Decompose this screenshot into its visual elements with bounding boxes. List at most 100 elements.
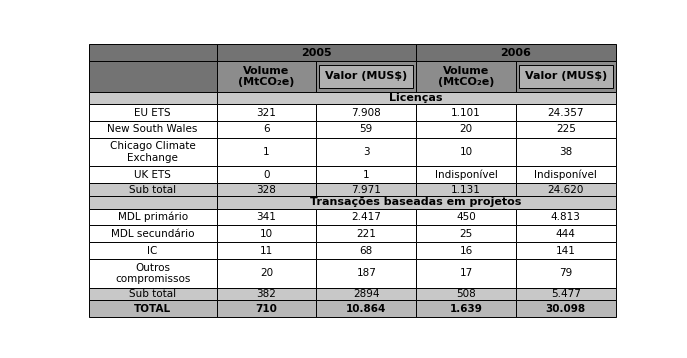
Bar — [317, 300, 416, 317]
Bar — [216, 121, 317, 138]
Bar — [89, 300, 216, 317]
Bar — [89, 44, 216, 61]
Bar — [317, 288, 416, 300]
Text: 450: 450 — [456, 212, 476, 222]
Bar — [317, 121, 416, 138]
Bar — [416, 121, 516, 138]
Bar — [216, 300, 317, 317]
Bar — [89, 196, 216, 209]
Text: 2006: 2006 — [500, 48, 531, 58]
Bar — [89, 259, 216, 288]
Text: 30.098: 30.098 — [545, 304, 586, 314]
Text: New South Wales: New South Wales — [107, 125, 198, 134]
Bar — [216, 183, 317, 196]
Bar — [317, 242, 416, 259]
Bar — [216, 288, 317, 300]
Text: Licenças: Licenças — [390, 93, 443, 103]
Bar — [516, 226, 616, 242]
Text: Volume
(MtCO₂e): Volume (MtCO₂e) — [438, 66, 494, 87]
Bar — [216, 259, 317, 288]
Text: 10: 10 — [460, 147, 473, 157]
Bar — [317, 183, 416, 196]
Bar — [89, 242, 216, 259]
Text: TOTAL: TOTAL — [134, 304, 171, 314]
Text: Outros
compromissos: Outros compromissos — [115, 263, 190, 284]
Text: Transações baseadas em projetos: Transações baseadas em projetos — [311, 197, 522, 207]
Text: 221: 221 — [357, 229, 376, 239]
Text: 3: 3 — [363, 147, 370, 157]
Text: 17: 17 — [460, 268, 473, 279]
Text: 382: 382 — [256, 289, 276, 299]
Bar — [416, 166, 516, 183]
Bar — [89, 209, 216, 226]
Bar — [516, 259, 616, 288]
Bar — [216, 92, 616, 104]
Bar — [216, 166, 317, 183]
Text: Valor (MUS$): Valor (MUS$) — [525, 71, 607, 81]
Bar — [89, 226, 216, 242]
Bar — [216, 138, 317, 166]
Text: 225: 225 — [556, 125, 576, 134]
Text: 24.357: 24.357 — [548, 107, 584, 117]
Bar — [89, 183, 216, 196]
Bar — [317, 61, 416, 92]
Bar — [317, 166, 416, 183]
Text: Indisponível: Indisponível — [534, 170, 597, 180]
Text: 5.477: 5.477 — [551, 289, 581, 299]
Bar — [519, 65, 613, 88]
Bar — [516, 61, 616, 92]
Bar — [516, 183, 616, 196]
Text: 710: 710 — [256, 304, 278, 314]
Text: 7.908: 7.908 — [351, 107, 381, 117]
Bar — [216, 104, 317, 121]
Bar — [89, 166, 216, 183]
Text: 141: 141 — [556, 246, 576, 256]
Text: 1: 1 — [263, 147, 270, 157]
Text: 24.620: 24.620 — [548, 185, 584, 195]
Text: 328: 328 — [256, 185, 276, 195]
Bar — [216, 209, 317, 226]
Text: 16: 16 — [460, 246, 473, 256]
Bar — [317, 209, 416, 226]
Bar — [416, 138, 516, 166]
Text: 25: 25 — [460, 229, 473, 239]
Text: Sub total: Sub total — [129, 289, 176, 299]
Text: 1.101: 1.101 — [451, 107, 481, 117]
Text: MDL primário: MDL primário — [117, 212, 188, 222]
Bar — [89, 138, 216, 166]
Bar — [416, 259, 516, 288]
Bar — [216, 242, 317, 259]
Bar — [516, 242, 616, 259]
Text: IC: IC — [148, 246, 158, 256]
Text: 10.864: 10.864 — [346, 304, 387, 314]
Bar — [89, 121, 216, 138]
Text: 2.417: 2.417 — [351, 212, 381, 222]
Text: 1.639: 1.639 — [449, 304, 482, 314]
Text: Chicago Climate
Exchange: Chicago Climate Exchange — [110, 141, 196, 163]
Text: 1: 1 — [363, 170, 370, 180]
Text: 11: 11 — [260, 246, 273, 256]
Text: 38: 38 — [559, 147, 572, 157]
Text: Sub total: Sub total — [129, 185, 176, 195]
Bar — [317, 104, 416, 121]
Text: 508: 508 — [456, 289, 476, 299]
Bar — [416, 104, 516, 121]
Bar — [516, 288, 616, 300]
Bar — [516, 104, 616, 121]
Bar — [516, 121, 616, 138]
Bar — [416, 209, 516, 226]
Text: Volume
(MtCO₂e): Volume (MtCO₂e) — [238, 66, 295, 87]
Text: 321: 321 — [256, 107, 276, 117]
Bar — [416, 44, 616, 61]
Bar — [89, 61, 216, 92]
Text: 59: 59 — [359, 125, 373, 134]
Bar — [416, 226, 516, 242]
Bar — [216, 44, 416, 61]
Text: 79: 79 — [559, 268, 572, 279]
Text: UK ETS: UK ETS — [134, 170, 171, 180]
Text: 0: 0 — [263, 170, 270, 180]
Bar — [317, 259, 416, 288]
Bar — [216, 226, 317, 242]
Bar — [516, 138, 616, 166]
Bar — [216, 61, 317, 92]
